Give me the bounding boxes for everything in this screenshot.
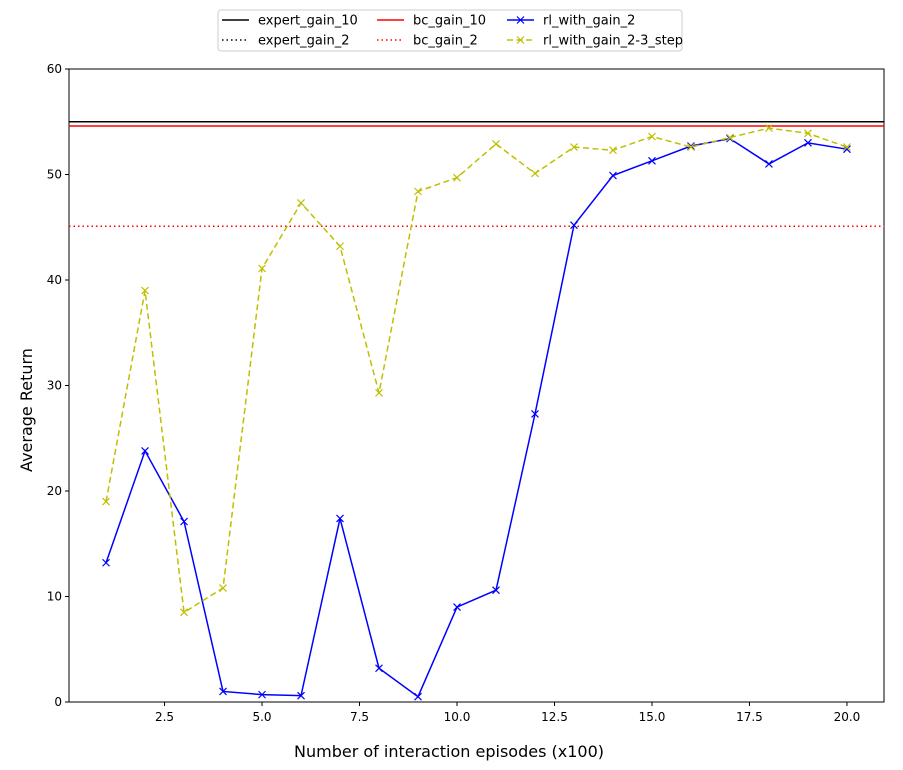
y-tick-label: 30	[47, 379, 62, 393]
x-tick-label: 17.5	[736, 710, 763, 724]
legend-label-bc_gain_2: bc_gain_2	[413, 34, 478, 49]
x-tick-label: 12.5	[541, 710, 568, 724]
data-point-marker	[765, 124, 773, 133]
legend-marker-icon	[516, 36, 525, 44]
data-point-marker	[219, 584, 227, 592]
data-point-marker	[141, 446, 149, 455]
data-point-marker	[648, 156, 656, 165]
data-point-marker	[414, 692, 422, 701]
x-tick-label: 2.5	[155, 710, 174, 724]
legend-label-expert_gain_2: expert_gain_2	[258, 34, 350, 49]
plot-area	[68, 68, 885, 703]
data-point-marker	[687, 143, 695, 151]
series-line-rl_with_gain_2-3_step	[105, 127, 848, 614]
data-point-marker	[570, 143, 578, 151]
x-tick-label: 5.0	[252, 710, 271, 724]
data-point-marker	[336, 242, 344, 251]
legend-entries: expert_gain_10 expert_gain_2 bc_gain_10 bc_…	[222, 14, 683, 49]
legend-label-rl_with_gain_2-3_step: rl_with_gain_2-3_step	[543, 34, 683, 49]
data-point-marker	[609, 146, 617, 155]
legend-label-rl_with_gain_2: rl_with_gain_2	[543, 14, 635, 29]
data-point-marker	[765, 160, 773, 168]
legend-marker-icon	[516, 16, 525, 24]
y-tick-label: 60	[47, 62, 62, 76]
y-tick-label: 10	[47, 590, 62, 604]
data-point-marker	[570, 221, 578, 230]
y-tick-label: 40	[47, 273, 62, 287]
data-point-marker	[843, 143, 851, 151]
data-point-marker	[414, 187, 422, 196]
x-axis-title: Number of interaction episodes (x100)	[294, 742, 604, 761]
legend: expert_gain_10 expert_gain_2 bc_gain_10 bc_…	[217, 9, 683, 52]
data-point-marker	[687, 142, 695, 150]
x-tick-label: 10.0	[444, 710, 471, 724]
legend-frame	[217, 9, 683, 52]
data-point-marker	[492, 139, 500, 148]
data-point-marker	[336, 514, 344, 523]
data-point-marker	[297, 199, 305, 207]
plot-frame	[68, 68, 885, 703]
x-tick-label: 15.0	[639, 710, 666, 724]
data-point-marker	[609, 171, 617, 180]
legend-label-expert_gain_10: expert_gain_10	[258, 14, 358, 29]
data-point-marker	[804, 129, 812, 138]
data-point-marker	[453, 603, 461, 611]
data-point-marker	[375, 388, 383, 397]
reference-lines	[69, 121, 884, 227]
data-point-marker	[375, 664, 383, 673]
data-point-marker	[102, 497, 110, 506]
data-series	[102, 124, 851, 701]
data-point-marker	[453, 173, 461, 182]
y-axis-title: Average Return	[17, 348, 36, 472]
legend-label-bc_gain_10: bc_gain_10	[413, 14, 486, 29]
y-axis-ticks: 0 10 20 30 40 50 60	[47, 62, 69, 709]
data-point-marker	[531, 169, 539, 178]
data-point-marker	[180, 608, 188, 617]
x-tick-label: 7.5	[350, 710, 369, 724]
y-tick-label: 20	[47, 484, 62, 498]
data-point-marker	[258, 690, 266, 699]
y-tick-label: 0	[54, 695, 62, 709]
x-tick-label: 20.0	[834, 710, 861, 724]
data-point-marker	[102, 558, 110, 567]
data-point-marker	[219, 687, 227, 696]
y-tick-label: 50	[47, 168, 62, 182]
data-point-marker	[531, 410, 539, 418]
data-point-marker	[726, 133, 734, 142]
data-point-marker	[492, 586, 500, 595]
data-point-marker	[180, 517, 188, 526]
data-point-marker	[141, 286, 149, 295]
data-point-marker	[804, 138, 812, 147]
x-axis-ticks: 2.5 5.0 7.5 10.0 12.5 15.0 17.5 20.0	[155, 702, 860, 724]
data-point-marker	[258, 264, 266, 273]
data-point-marker	[648, 132, 656, 141]
data-point-marker	[297, 691, 305, 700]
